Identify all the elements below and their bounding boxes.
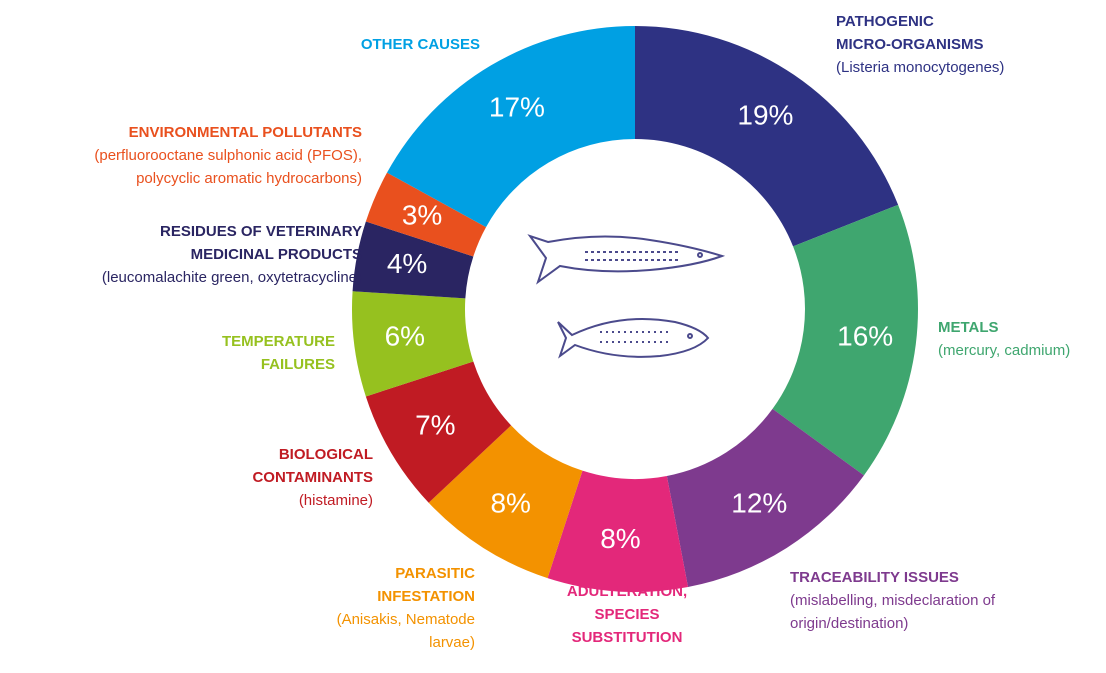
category-name: METALS [938,316,1106,339]
category-note: larvae) [255,631,475,654]
value-label: 12% [731,487,787,518]
category-label: OTHER CAUSES [300,33,480,56]
value-label: 6% [385,320,425,351]
category-name: ADULTERATION, [547,580,707,603]
value-label: 4% [387,248,427,279]
category-label: ENVIRONMENTAL POLLUTANTS(perfluorooctane… [40,121,362,190]
category-note: polycyclic aromatic hydrocarbons) [40,167,362,190]
category-note: origin/destination) [790,612,1090,635]
chart: 19% 16% 12% 8% 8% 7% 6% 4% 3% 17% PATHOGENICMICRO… [0,0,1106,673]
value-label: 17% [489,92,545,123]
category-note: (Listeria monocytogenes) [836,56,1096,79]
category-name: MICRO-ORGANISMS [836,33,1096,56]
category-label: TRACEABILITY ISSUES(mislabelling, misdec… [790,566,1090,635]
value-label: 8% [600,523,640,554]
category-note: (perfluorooctane sulphonic acid (PFOS), [40,144,362,167]
value-label: 3% [402,199,442,230]
category-note: (histamine) [213,489,373,512]
category-name: PATHOGENIC [836,10,1096,33]
category-name: CONTAMINANTS [213,466,373,489]
fish-icons [530,236,722,357]
category-name: BIOLOGICAL [213,443,373,466]
category-name: INFESTATION [255,585,475,608]
category-note: (mercury, cadmium) [938,339,1106,362]
category-name: FAILURES [165,353,335,376]
category-name: ENVIRONMENTAL POLLUTANTS [40,121,362,144]
value-label: 7% [415,409,455,440]
category-name: SPECIES [547,603,707,626]
category-name: TEMPERATURE [165,330,335,353]
value-label: 8% [490,487,530,518]
category-note: (mislabelling, misdeclaration of [790,589,1090,612]
category-label: METALS(mercury, cadmium) [938,316,1106,362]
category-name: SUBSTITUTION [547,626,707,649]
category-note: (leucomalachite green, oxytetracycline) [2,266,362,289]
value-label: 19% [737,100,793,131]
category-name: OTHER CAUSES [300,33,480,56]
category-name: RESIDUES OF VETERINARY [2,220,362,243]
category-name: MEDICINAL PRODUCTS [2,243,362,266]
value-label: 16% [837,320,893,351]
category-name: PARASITIC [255,562,475,585]
category-note: (Anisakis, Nematode [255,608,475,631]
category-name: TRACEABILITY ISSUES [790,566,1090,589]
